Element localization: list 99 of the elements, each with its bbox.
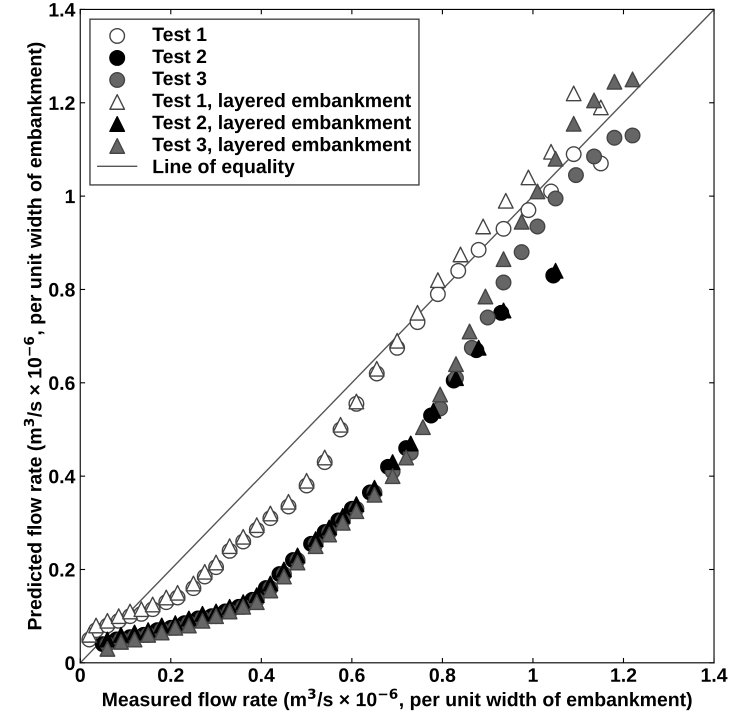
legend-label: Test 3, layered embankment [152, 137, 411, 156]
point [496, 251, 512, 268]
point [208, 554, 224, 570]
y-tick-label: 1 [66, 190, 75, 204]
x-tick-label: 1.2 [611, 668, 636, 682]
point [568, 167, 584, 184]
point [586, 92, 602, 108]
point [321, 526, 338, 542]
point [332, 416, 349, 433]
legend-label: Test 3 [152, 71, 206, 86]
point [88, 618, 104, 634]
point [334, 514, 351, 531]
y-tick-label: 0.8 [49, 282, 75, 297]
point [566, 85, 582, 102]
point [110, 608, 127, 624]
point [398, 450, 414, 466]
point [133, 601, 150, 618]
legend-label: Test 2, layered embankment [152, 114, 411, 134]
point [529, 218, 546, 234]
point [566, 146, 582, 162]
legend-label: Test 1, layered embankment [152, 92, 411, 112]
point [122, 604, 138, 620]
point [432, 386, 448, 402]
point [430, 272, 446, 288]
point [548, 150, 564, 167]
point [262, 506, 278, 522]
point [248, 517, 265, 534]
point [113, 634, 129, 650]
point [475, 218, 492, 234]
point [368, 360, 385, 377]
point [624, 71, 641, 88]
x-tick-label: 0.2 [158, 668, 184, 682]
y-axis-title: Predicted flow rate (m$^{3}$/s × 10$^{−6}$, per unit width of embankment) [24, 42, 46, 630]
point [384, 454, 401, 470]
point [450, 262, 466, 279]
y-tick-label: 0.2 [49, 562, 75, 577]
point [470, 340, 487, 356]
point [529, 183, 546, 200]
x-tick-label: 0.8 [430, 668, 456, 682]
x-tick-label: 0.4 [248, 668, 275, 682]
point [298, 472, 315, 489]
point [158, 590, 174, 606]
point [410, 304, 426, 321]
x-tick-label: 0 [76, 668, 85, 682]
point [99, 612, 116, 629]
point [185, 576, 202, 592]
point [448, 356, 464, 372]
point [389, 332, 406, 349]
point [99, 640, 116, 657]
point [496, 220, 512, 237]
x-tick-label: 1 [528, 668, 538, 682]
y-tick-label: 0 [65, 656, 75, 670]
point [520, 169, 536, 186]
point [248, 594, 265, 610]
y-tick-label: 1.4 [50, 3, 76, 16]
point [566, 116, 582, 132]
point [624, 127, 641, 144]
legend-label: Line of equality [153, 159, 295, 178]
point [348, 503, 364, 520]
point [262, 582, 278, 598]
point [496, 274, 512, 290]
point [316, 450, 333, 466]
y-tick-label: 1.2 [50, 96, 75, 110]
point [498, 192, 514, 209]
legend-label: Test 1 [152, 28, 206, 42]
point [144, 596, 161, 612]
point [430, 286, 446, 302]
point [280, 494, 296, 510]
point [414, 419, 431, 436]
x-tick-label: 1.4 [702, 668, 728, 682]
x-axis-title: Measured flow rate (m$^{3}$/s × 10$^{−6}$, per unit width of embankment) [102, 688, 692, 710]
point [154, 624, 170, 640]
point [606, 74, 622, 90]
point [308, 538, 324, 554]
point [586, 148, 602, 164]
point [235, 528, 252, 545]
point [452, 246, 468, 262]
point [480, 309, 496, 326]
point [196, 564, 213, 580]
legend-label: Test 2 [152, 49, 206, 64]
x-tick-label: 0.6 [339, 668, 365, 682]
point [402, 436, 419, 452]
point [514, 244, 530, 260]
point [384, 468, 401, 484]
point [514, 214, 530, 230]
point [477, 288, 494, 304]
point [194, 612, 210, 629]
point [548, 190, 564, 206]
point [462, 323, 478, 340]
point [520, 202, 536, 218]
point [470, 242, 487, 258]
y-tick-label: 0.4 [49, 470, 76, 484]
y-tick-label: 0.6 [49, 376, 75, 390]
point [606, 130, 622, 146]
point [170, 584, 186, 601]
point [81, 626, 98, 643]
point [222, 538, 238, 554]
point [126, 632, 143, 648]
point [180, 618, 197, 634]
